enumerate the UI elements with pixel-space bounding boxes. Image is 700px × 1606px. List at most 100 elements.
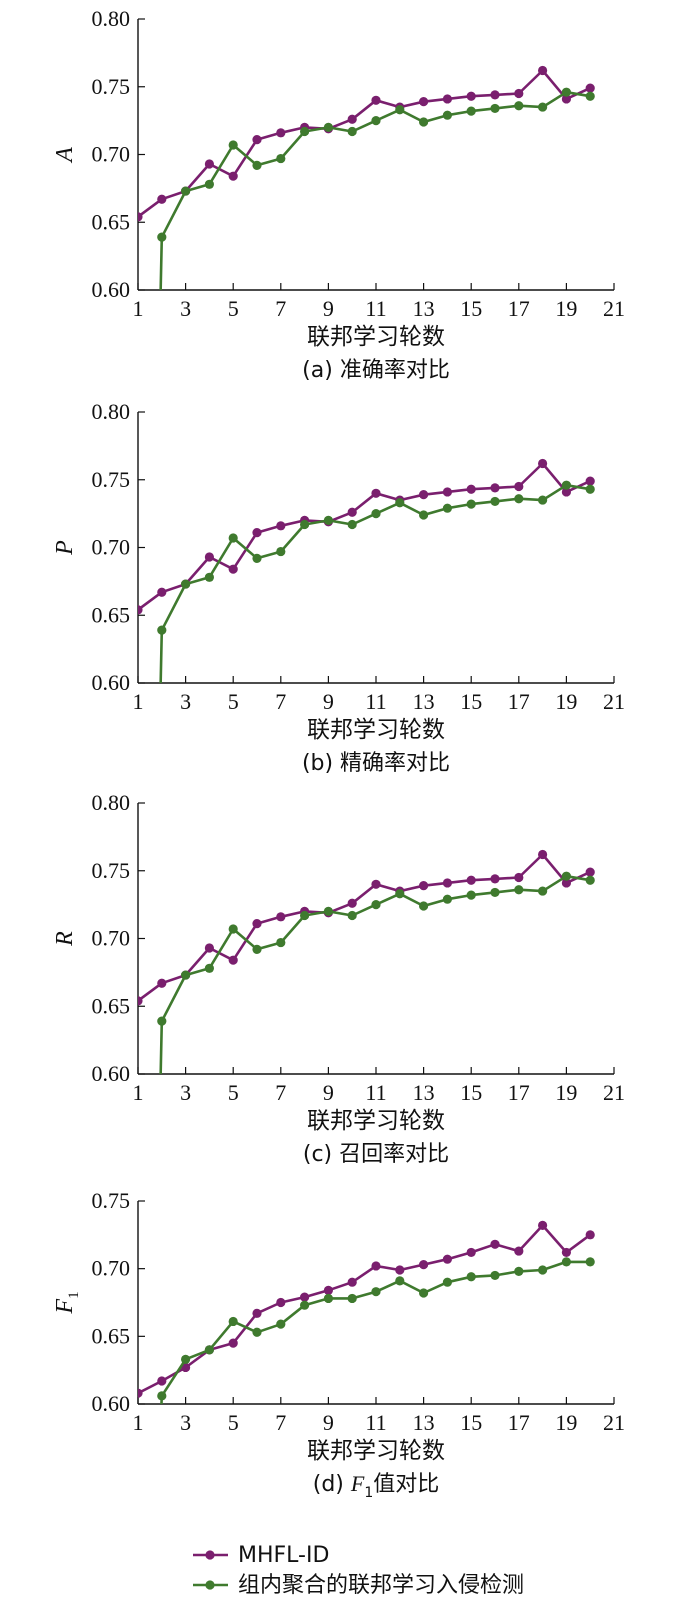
data-point-mhfl bbox=[490, 483, 500, 493]
x-tick-label: 21 bbox=[603, 1410, 625, 1435]
x-tick-label: 9 bbox=[323, 1080, 334, 1105]
y-tick-label: 0.70 bbox=[92, 1256, 131, 1281]
y-tick-label: 0.60 bbox=[92, 1061, 131, 1086]
y-tick-label: 0.65 bbox=[92, 602, 131, 627]
data-point-intra bbox=[514, 885, 524, 895]
y-tick-label: 0.70 bbox=[92, 142, 131, 167]
data-point-intra bbox=[204, 572, 214, 582]
series-mhfl bbox=[138, 1220, 595, 1398]
data-point-intra bbox=[347, 910, 357, 921]
data-point-mhfl bbox=[138, 1388, 143, 1398]
data-point-intra bbox=[561, 87, 572, 97]
x-tick-label: 15 bbox=[460, 1410, 482, 1435]
data-point-mhfl bbox=[466, 91, 476, 101]
data-point-intra bbox=[252, 1327, 262, 1337]
data-point-intra bbox=[300, 519, 310, 530]
x-axis-title: 联邦学习轮数 bbox=[307, 324, 445, 350]
data-point-mhfl bbox=[138, 212, 143, 222]
x-tick-label: 9 bbox=[323, 296, 334, 321]
y-axis-label: P bbox=[52, 540, 78, 556]
x-tick-label: 9 bbox=[323, 689, 334, 714]
x-tick-label: 3 bbox=[180, 689, 191, 714]
data-point-mhfl bbox=[228, 564, 238, 574]
series-intra bbox=[157, 1257, 595, 1404]
data-point-mhfl bbox=[395, 1265, 405, 1275]
panel-caption: (b) 精确率对比 bbox=[302, 751, 450, 776]
data-point-mhfl bbox=[538, 458, 548, 469]
x-tick-label: 5 bbox=[228, 689, 239, 714]
x-tick-label: 21 bbox=[603, 689, 625, 714]
chart-panel-c: 0.600.650.700.750.801 3 5 7 9 11 13 15 17 19 21R联邦… bbox=[52, 790, 625, 1167]
data-point-mhfl bbox=[228, 1338, 238, 1348]
x-tick-label: 19 bbox=[555, 689, 577, 714]
data-point-mhfl bbox=[490, 1239, 500, 1249]
y-tick-label: 0.65 bbox=[92, 1323, 131, 1348]
data-point-intra bbox=[157, 625, 167, 635]
data-point-intra bbox=[395, 889, 405, 899]
data-point-intra bbox=[466, 1272, 476, 1282]
data-point-intra bbox=[157, 1016, 167, 1026]
chart-panels: 0.600.650.700.750.801 3 5 7 9 11 13 15 17 19 21A联邦… bbox=[52, 6, 625, 1501]
x-tick-label: 15 bbox=[460, 296, 482, 321]
data-point-intra bbox=[181, 970, 191, 980]
legend: MHFL-ID 组内聚合的联邦学习入侵检测 bbox=[193, 1543, 524, 1598]
x-tick-label: 11 bbox=[365, 689, 386, 714]
data-point-intra bbox=[181, 579, 191, 589]
x-tick-label: 17 bbox=[508, 1080, 530, 1105]
data-point-intra bbox=[466, 890, 476, 900]
data-point-mhfl bbox=[538, 65, 548, 76]
data-point-intra bbox=[228, 533, 238, 543]
data-point-mhfl bbox=[419, 490, 429, 500]
y-tick-label: 0.65 bbox=[92, 209, 131, 234]
x-tick-label: 13 bbox=[413, 1080, 435, 1105]
series-line-intra bbox=[159, 874, 591, 1074]
data-point-intra bbox=[181, 186, 191, 196]
data-point-mhfl bbox=[252, 918, 262, 929]
chart-panel-d: 0.600.650.700.751 3 5 7 9 11 13 15 17 19 21F1联邦学习轮… bbox=[52, 1188, 625, 1501]
data-point-mhfl bbox=[371, 879, 381, 889]
data-point-intra bbox=[466, 106, 476, 116]
data-point-mhfl bbox=[466, 1247, 476, 1258]
data-point-mhfl bbox=[347, 1277, 357, 1287]
data-point-intra bbox=[538, 1265, 548, 1275]
data-point-intra bbox=[442, 1277, 452, 1287]
data-point-mhfl bbox=[252, 134, 262, 145]
y-tick-label: 0.65 bbox=[92, 993, 131, 1018]
series-line-intra bbox=[159, 483, 591, 683]
data-point-intra bbox=[276, 546, 286, 557]
panel-caption: (c) 召回率对比 bbox=[303, 1142, 449, 1167]
data-point-intra bbox=[395, 105, 405, 115]
data-point-intra bbox=[561, 480, 572, 490]
data-point-intra bbox=[181, 1354, 191, 1364]
data-point-mhfl bbox=[347, 114, 357, 124]
data-point-intra bbox=[371, 1287, 381, 1297]
data-point-intra bbox=[300, 126, 310, 137]
data-point-mhfl bbox=[157, 194, 167, 204]
data-point-mhfl bbox=[276, 1297, 286, 1308]
x-tick-label: 3 bbox=[180, 1410, 191, 1435]
data-point-mhfl bbox=[442, 487, 452, 497]
data-point-mhfl bbox=[371, 1261, 381, 1271]
data-point-mhfl bbox=[585, 476, 595, 486]
data-point-intra bbox=[490, 1270, 500, 1281]
data-point-mhfl bbox=[252, 1308, 262, 1318]
x-tick-label: 19 bbox=[555, 1410, 577, 1435]
y-tick-label: 0.75 bbox=[92, 1188, 131, 1213]
panel-caption: (d) F1值对比 bbox=[313, 1471, 440, 1501]
x-tick-label: 5 bbox=[228, 1080, 239, 1105]
x-tick-label: 7 bbox=[275, 689, 286, 714]
data-point-mhfl bbox=[228, 955, 238, 965]
data-point-intra bbox=[276, 937, 286, 948]
data-point-intra bbox=[323, 1293, 333, 1304]
data-point-mhfl bbox=[585, 1230, 595, 1240]
data-point-mhfl bbox=[442, 1254, 452, 1264]
data-point-intra bbox=[204, 963, 214, 973]
data-point-mhfl bbox=[323, 1285, 333, 1295]
data-point-mhfl bbox=[157, 1376, 167, 1386]
data-point-mhfl bbox=[300, 1292, 310, 1302]
x-axis-title: 联邦学习轮数 bbox=[307, 1438, 445, 1464]
data-point-mhfl bbox=[442, 878, 452, 888]
x-tick-label: 7 bbox=[275, 296, 286, 321]
data-point-intra bbox=[585, 1257, 595, 1267]
legend-marker-intra bbox=[205, 1580, 215, 1590]
